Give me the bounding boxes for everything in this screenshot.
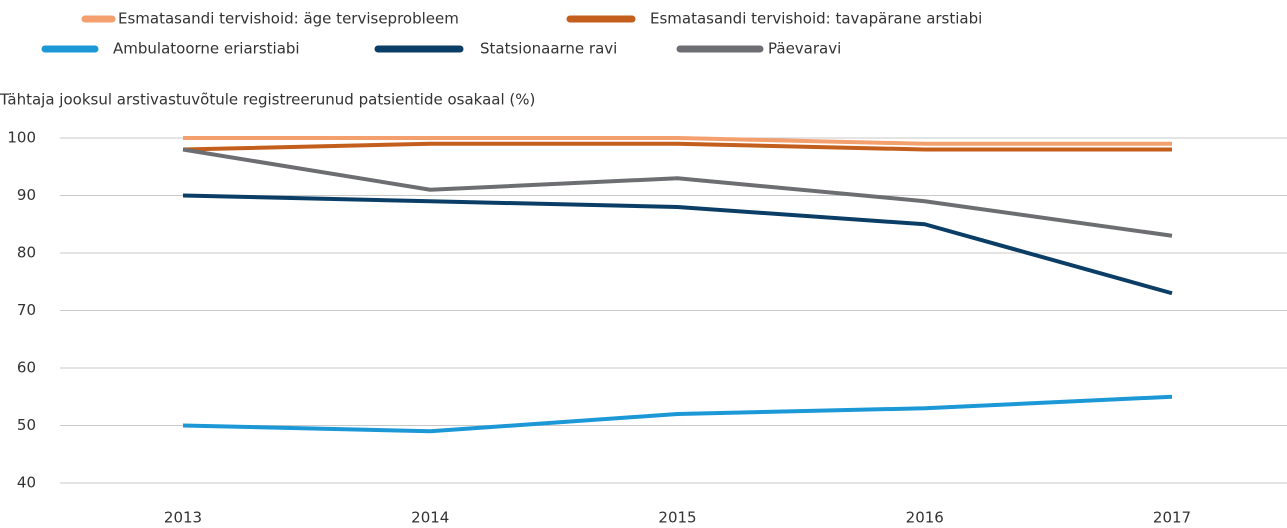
data-line [182, 141, 1172, 152]
y-tick-label: 60 [17, 359, 36, 377]
x-tick-label: 2016 [906, 509, 944, 527]
x-tick-label: 2013 [164, 509, 202, 527]
y-tick-label: 50 [17, 416, 36, 434]
x-tick-label: 2017 [1153, 509, 1191, 527]
y-tick-label: 90 [17, 186, 36, 204]
data-line [183, 136, 1172, 146]
legend-label: Statsionaarne ravi [480, 40, 617, 58]
data-line [182, 193, 1173, 296]
y-tick-label: 40 [17, 474, 36, 492]
y-tick-label: 100 [7, 129, 36, 147]
legend-label: Esmatasandi tervishoid: äge terviseprobl… [118, 10, 459, 28]
y-tick-label: 80 [17, 244, 36, 262]
legend-label: Esmatasandi tervishoid: tavapärane arsti… [650, 10, 982, 28]
x-tick-label: 2014 [411, 509, 449, 527]
y-tick-label: 70 [17, 301, 36, 319]
legend-label: Päevaravi [768, 40, 841, 58]
x-tick-label: 2015 [658, 509, 696, 527]
data-line [182, 394, 1173, 434]
data-line [182, 147, 1173, 238]
legend-label: Ambulatoorne eriarstiabi [113, 40, 300, 58]
y-axis-label: Tähtaja jooksul arstivastuvõtule registr… [0, 91, 535, 109]
